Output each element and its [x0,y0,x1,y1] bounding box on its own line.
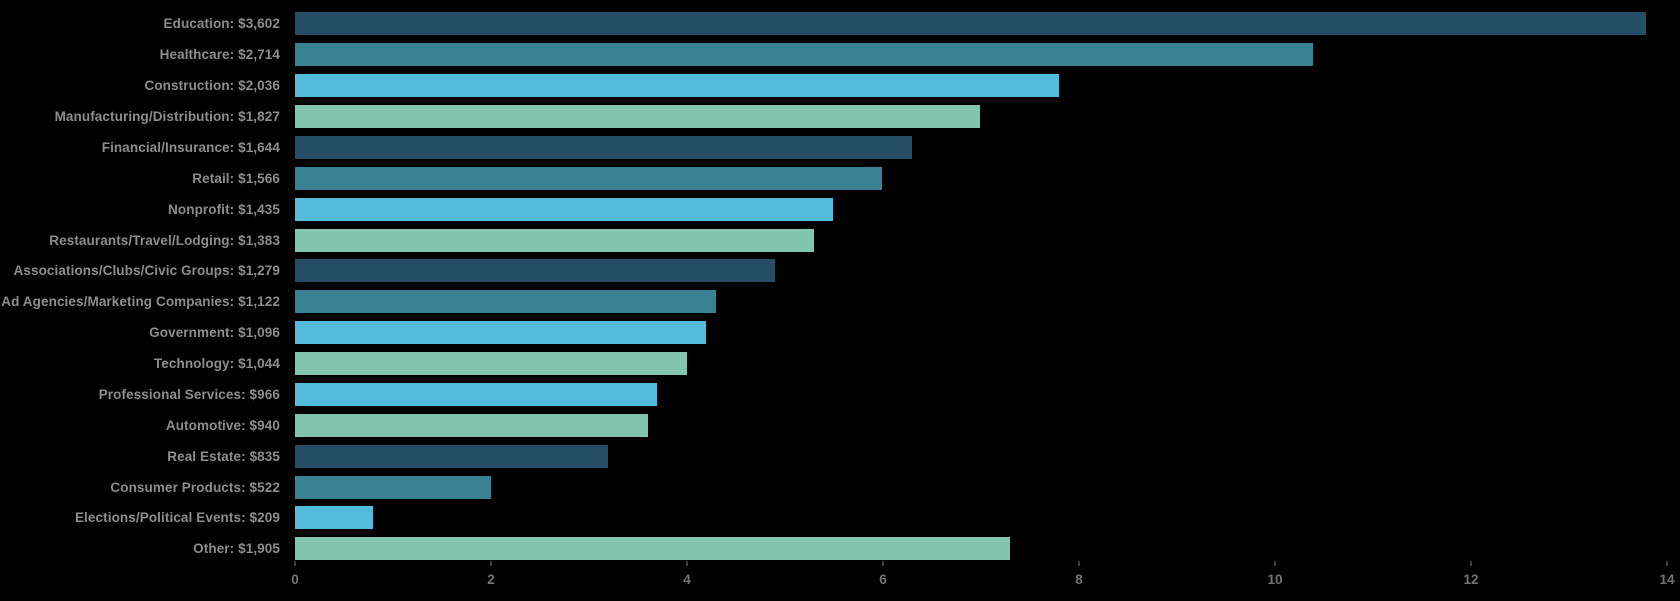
bar-track [295,444,1667,468]
bar-retail [295,166,883,190]
x-axis-tick-label: 0 [291,572,299,587]
bar-ad-agencies-marketing-companies [295,290,716,314]
bar-elections-political-events [295,506,374,530]
chart-row: Government: $1,096 [0,317,1667,348]
category-label: Professional Services: $966 [98,386,280,402]
x-axis-tick-mark [1666,561,1668,566]
category-label: Elections/Political Events: $209 [74,510,280,526]
category-label: Consumer Products: $522 [110,479,280,495]
bar-track [295,475,1667,499]
x-axis-tick-mark [1470,561,1472,566]
chart-row: Consumer Products: $522 [0,472,1667,503]
x-axis-tick-label: 6 [879,572,887,587]
bar-healthcare [295,43,1314,67]
chart-row: Manufacturing/Distribution: $1,827 [0,101,1667,132]
bar-financial-insurance [295,135,912,159]
bar-track [295,321,1667,345]
x-axis-tick-label: 4 [683,572,691,587]
x-axis-tick-label: 8 [1075,572,1083,587]
bar-professional-services [295,382,658,406]
chart-row: Other: $1,905 [0,533,1667,564]
bar-technology [295,352,687,376]
category-label: Real Estate: $835 [167,448,280,464]
x-axis-tick-mark [686,561,688,566]
bar-track [295,290,1667,314]
bar-construction [295,74,1059,98]
chart-row: Construction: $2,036 [0,70,1667,101]
category-label: Government: $1,096 [149,325,280,341]
category-label: Manufacturing/Distribution: $1,827 [54,109,280,125]
bar-track [295,197,1667,221]
bar-restaurants-travel-lodging [295,228,814,252]
chart-row: Elections/Political Events: $209 [0,503,1667,534]
category-label: Ad Agencies/Marketing Companies: $1,122 [1,294,280,310]
chart-row: Associations/Clubs/Civic Groups: $1,279 [0,256,1667,287]
category-label: Automotive: $940 [165,417,280,433]
bar-track [295,352,1667,376]
x-axis-tick-mark [882,561,884,566]
x-axis-tick-mark [1078,561,1080,566]
bar-government [295,321,707,345]
x-axis-tick-label: 14 [1659,572,1675,587]
bar-associations-clubs-civic-groups [295,259,775,283]
category-label: Technology: $1,044 [153,356,280,372]
chart-row: Automotive: $940 [0,410,1667,441]
bar-track [295,166,1667,190]
category-label: Associations/Clubs/Civic Groups: $1,279 [13,263,280,279]
bar-real-estate [295,444,609,468]
chart-row: Education: $3,602 [0,9,1667,40]
chart-row: Restaurants/Travel/Lodging: $1,383 [0,225,1667,256]
x-axis-tick-label: 12 [1463,572,1479,587]
bar-track [295,74,1667,98]
chart-row: Ad Agencies/Marketing Companies: $1,122 [0,286,1667,317]
category-label: Financial/Insurance: $1,644 [101,139,280,155]
bar-nonprofit [295,197,834,221]
x-axis-tick-label: 10 [1267,572,1283,587]
bar-automotive [295,413,648,437]
x-axis-tick-mark [490,561,492,566]
x-axis-tick-label: 2 [487,572,495,587]
x-axis: 0 2 4 6 8 10 12 14 [0,561,1680,601]
bar-education [295,12,1647,36]
bar-track [295,228,1667,252]
category-label: Healthcare: $2,714 [159,47,280,63]
chart-row: Professional Services: $966 [0,379,1667,410]
x-axis-tick-mark [1274,561,1276,566]
category-label: Nonprofit: $1,435 [168,201,280,217]
bar-track [295,135,1667,159]
chart-row: Financial/Insurance: $1,644 [0,132,1667,163]
chart-row: Nonprofit: $1,435 [0,194,1667,225]
bar-track [295,537,1667,561]
category-label: Education: $3,602 [163,16,280,32]
bar-other [295,537,1010,561]
category-label: Construction: $2,036 [144,78,280,94]
bar-track [295,506,1667,530]
bar-track [295,413,1667,437]
bar-consumer-products [295,475,491,499]
x-axis-tick-mark [294,561,296,566]
bar-track [295,12,1667,36]
bar-manufacturing-distribution [295,105,981,129]
category-label: Other: $1,905 [193,541,280,557]
bar-track [295,382,1667,406]
category-label: Retail: $1,566 [192,170,280,186]
bar-track [295,43,1667,67]
bar-track [295,259,1667,283]
category-label: Restaurants/Travel/Lodging: $1,383 [49,232,280,248]
chart-row: Technology: $1,044 [0,348,1667,379]
chart-row: Real Estate: $835 [0,441,1667,472]
chart-row: Retail: $1,566 [0,163,1667,194]
bar-track [295,105,1667,129]
chart-row: Healthcare: $2,714 [0,39,1667,70]
bar-rows: Education: $3,602 Healthcare: $2,714 Con… [0,9,1667,565]
